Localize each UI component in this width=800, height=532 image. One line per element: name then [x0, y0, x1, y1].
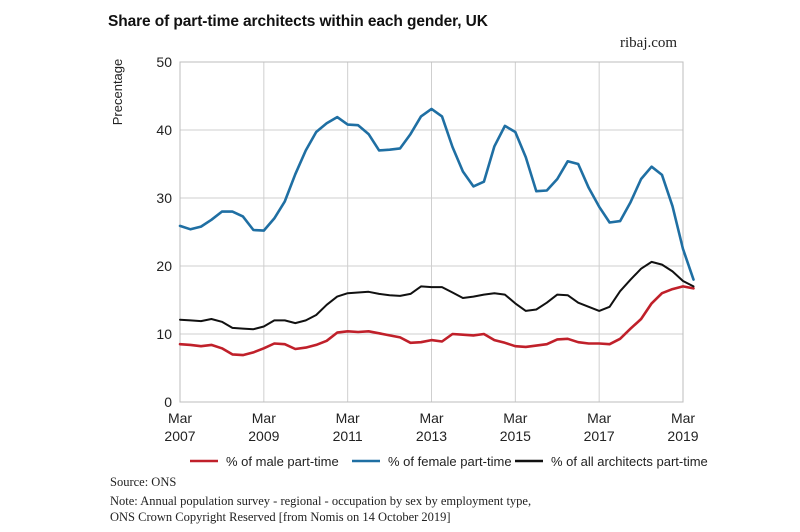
axis-labels: 0 10 20 30 40 50 Mar 2007 Mar 2009 Mar 2011 Mar 2013 M… — [156, 54, 698, 444]
series-line-1 — [178, 285, 695, 357]
chart-title: Share of part-time architects within eac… — [108, 13, 488, 30]
line-chart: 0 10 20 30 40 50 Mar 2007 Mar 2009 Mar 2011 Mar 2013 M… — [110, 54, 708, 469]
y-tick-label: 10 — [156, 326, 172, 342]
y-tick-label: 0 — [164, 394, 172, 410]
source-note: Source: ONS — [110, 475, 177, 489]
series-lines — [178, 107, 695, 357]
x-tick-year: 2017 — [584, 428, 615, 444]
x-tick-year: 2007 — [164, 428, 195, 444]
y-tick-label: 50 — [156, 54, 172, 70]
x-tick-month: Mar — [336, 410, 360, 426]
footnote-line-1: Note: Annual population survey - regiona… — [110, 494, 532, 508]
x-tick-month: Mar — [503, 410, 527, 426]
y-axis-label: Precentage — [110, 59, 125, 126]
x-tick-year: 2013 — [416, 428, 447, 444]
footnote-line-2: ONS Crown Copyright Reserved [from Nomis… — [110, 510, 451, 524]
legend: % of male part-time % of female part-time… — [190, 454, 708, 469]
y-tick-label: 40 — [156, 122, 172, 138]
plot-frame — [179, 61, 684, 403]
y-tick-label: 20 — [156, 258, 172, 274]
legend-label: % of female part-time — [388, 454, 512, 469]
brand-label: ribaj.com — [620, 35, 678, 51]
x-tick-month: Mar — [168, 410, 192, 426]
series-line-2 — [178, 107, 695, 281]
x-tick-month: Mar — [419, 410, 443, 426]
x-tick-year: 2019 — [667, 428, 698, 444]
series-line-3 — [179, 260, 695, 331]
y-tick-label: 30 — [156, 190, 172, 206]
legend-label: % of all architects part-time — [551, 454, 708, 469]
x-tick-month: Mar — [587, 410, 611, 426]
legend-label: % of male part-time — [226, 454, 339, 469]
x-tick-year: 2015 — [500, 428, 531, 444]
x-tick-year: 2009 — [248, 428, 279, 444]
x-tick-month: Mar — [252, 410, 276, 426]
x-tick-year: 2011 — [333, 428, 363, 444]
x-tick-month: Mar — [671, 410, 695, 426]
